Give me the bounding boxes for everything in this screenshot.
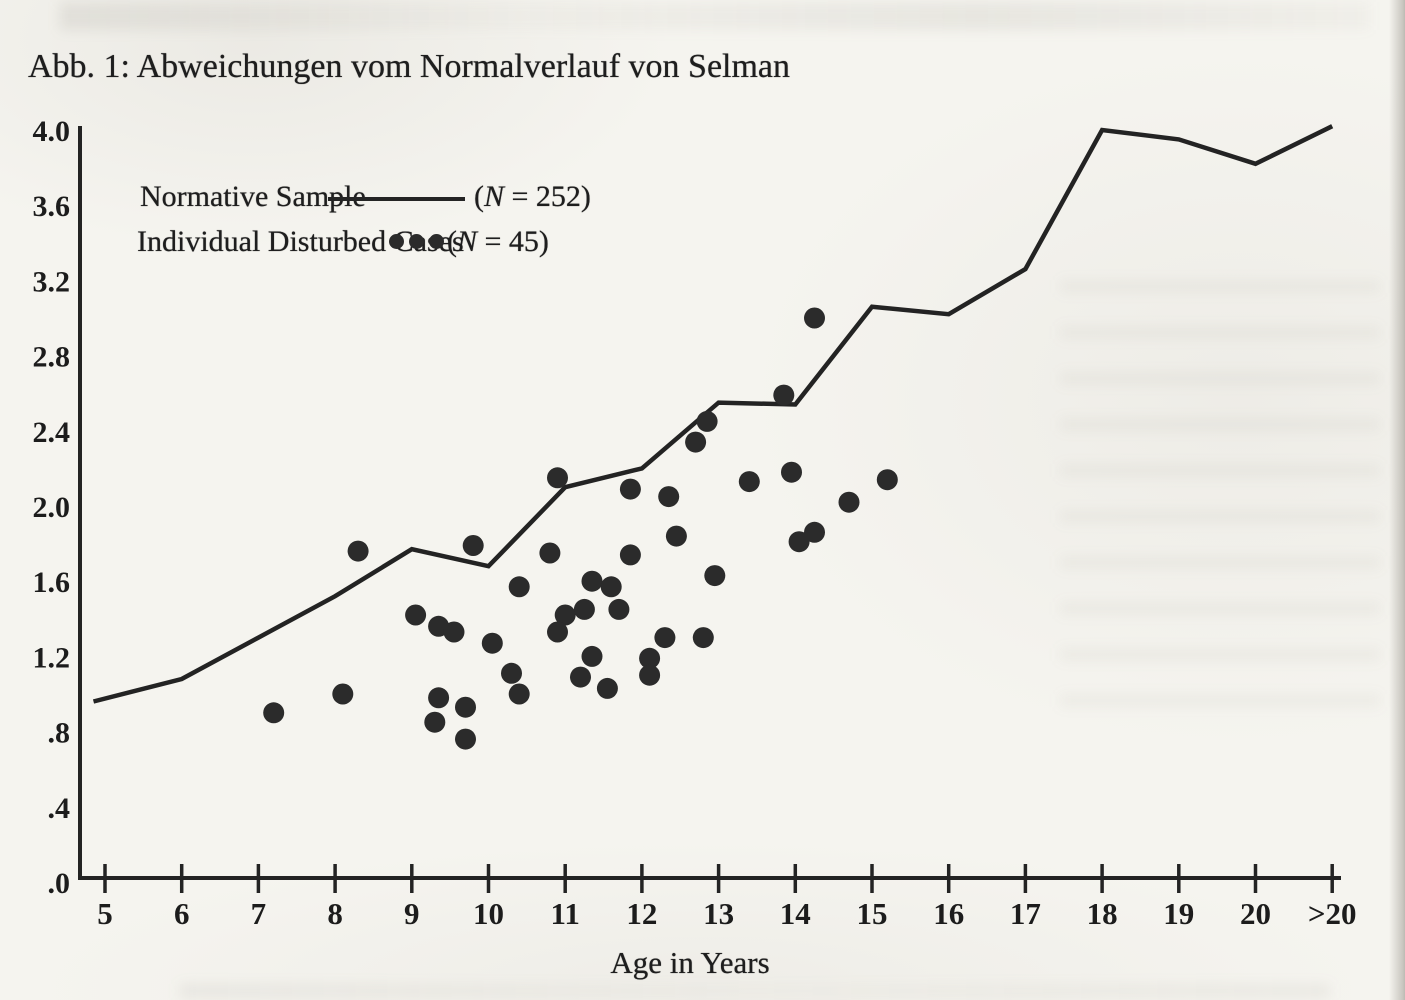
scatter-point [665, 525, 687, 547]
legend-n-disturbed: (N = 45) [447, 224, 549, 260]
x-tick-label: 11 [551, 896, 580, 931]
scatter-point [481, 632, 503, 654]
y-tick-label: 1.6 [33, 566, 71, 599]
legend-line-sample [328, 197, 465, 201]
x-tick-label: >20 [1308, 896, 1357, 931]
y-tick-label: 4.0 [33, 115, 71, 148]
y-tick-label: 3.6 [33, 190, 71, 223]
scatter-point [570, 666, 591, 688]
scatter-point [876, 469, 898, 491]
x-tick-label: 18 [1087, 896, 1118, 931]
scatter-point [263, 702, 285, 724]
scatter-point [608, 598, 630, 620]
scatter-point [347, 540, 369, 562]
scatter-point [508, 576, 530, 598]
scatter-point [773, 384, 795, 406]
scatter-point [424, 711, 446, 733]
x-tick-label: 13 [703, 896, 734, 931]
scatter-point [654, 627, 676, 649]
x-tick-label: 7 [251, 896, 267, 931]
y-tick-label: .8 [48, 717, 71, 750]
x-axis-title: Age in Years [610, 945, 770, 980]
y-tick-label: .4 [48, 792, 71, 825]
y-tick-label: 2.0 [33, 491, 71, 524]
x-tick-label: 10 [473, 896, 504, 931]
scatter-point [738, 471, 760, 493]
legend-dot [429, 234, 444, 249]
x-tick-label: 9 [404, 896, 420, 931]
scatter-point [455, 728, 476, 750]
scatter-point [619, 544, 641, 566]
y-tick-label: 2.4 [33, 416, 71, 449]
normative-sample-line [92, 124, 1334, 704]
scatter-point [804, 307, 825, 329]
x-tick-label: 16 [933, 896, 964, 931]
scatter-point [581, 570, 603, 592]
scatter-point [554, 604, 576, 626]
scatter-point [658, 486, 680, 508]
x-tick-label: 14 [780, 896, 811, 931]
figure-title: Abb. 1: Abweichungen vom Normalverlauf v… [28, 48, 791, 85]
scatter-point [462, 535, 484, 556]
scatter-point [781, 461, 802, 483]
x-tick-label: 15 [857, 896, 888, 931]
scatter-point [639, 664, 661, 686]
legend-n-rest: = 252) [504, 180, 591, 213]
legend-label-normative: Normative Sample [140, 180, 366, 213]
scatter-point [501, 662, 522, 684]
scatter-point [443, 621, 465, 643]
scatter-point [639, 647, 661, 669]
scatter-point [405, 604, 427, 626]
scatter-point [600, 576, 622, 598]
legend-n-symbol: N [457, 225, 478, 258]
x-tick-label: 19 [1163, 896, 1194, 931]
scatter-point [619, 478, 641, 500]
scatter-point [332, 683, 354, 705]
legend-n-open: ( [447, 225, 457, 258]
scatter-point [455, 696, 476, 718]
scatter-point [539, 542, 561, 564]
scatter-point [547, 621, 568, 643]
x-tick-label: 17 [1010, 896, 1041, 931]
x-tick-label: 6 [174, 896, 190, 931]
scatter-point [788, 531, 810, 553]
scatter-point [581, 645, 603, 667]
scatter-point [692, 627, 714, 649]
y-tick-label: 2.8 [33, 341, 71, 374]
y-tick-label: 3.2 [33, 265, 71, 298]
legend-n-symbol: N [484, 180, 505, 213]
scatter-point [596, 677, 618, 699]
legend-n-open: ( [474, 180, 484, 213]
scatter-point [704, 565, 726, 587]
scatter-point [428, 687, 450, 709]
scatter-point [696, 410, 718, 432]
legend-n-rest: = 45) [477, 225, 549, 258]
scatter-point [508, 683, 530, 705]
scatter-point [685, 431, 707, 453]
x-tick-label: 5 [97, 896, 113, 931]
y-tick-label: 1.2 [33, 641, 71, 674]
scatter-point [804, 521, 825, 543]
legend-dot [409, 234, 424, 249]
scatter-point [838, 491, 860, 513]
x-tick-label: 20 [1240, 896, 1271, 931]
x-tick-label: 12 [626, 896, 657, 931]
scatter-point [547, 467, 568, 489]
legend-dot [389, 234, 404, 249]
scatter-point [573, 598, 595, 620]
y-tick-label: .0 [48, 867, 71, 900]
legend-n-normative: (N = 252) [474, 179, 591, 215]
x-tick-label: 8 [327, 896, 343, 931]
